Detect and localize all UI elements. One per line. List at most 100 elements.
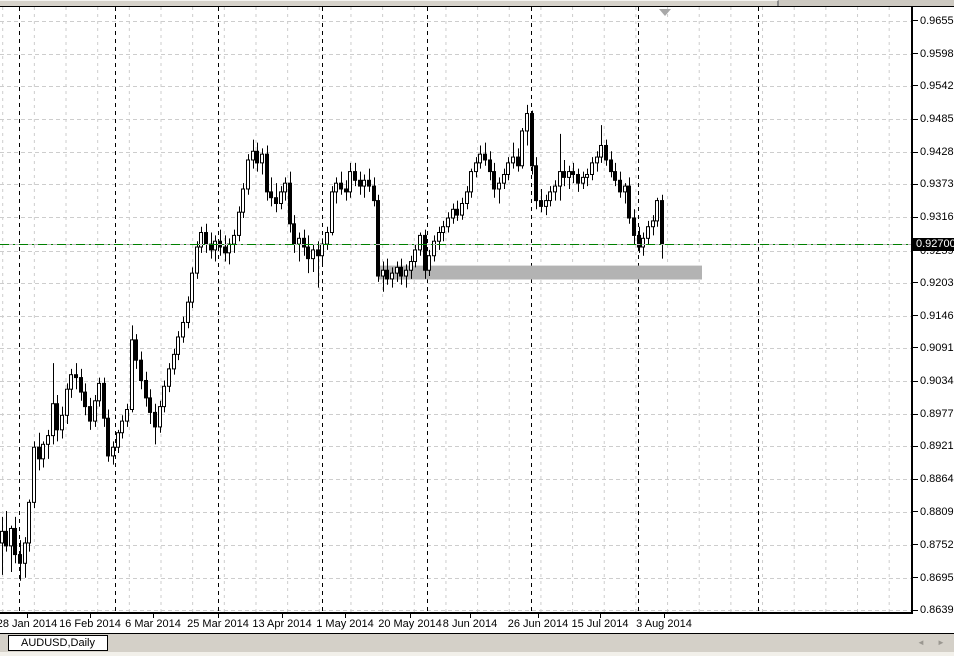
- candle-body: [79, 377, 83, 393]
- price-axis-tick: [913, 151, 918, 153]
- candle-body: [223, 246, 227, 254]
- candle-body: [516, 156, 520, 167]
- candle-body: [404, 269, 408, 277]
- candle-body: [311, 249, 315, 260]
- date-axis-label: 1 May 2014: [316, 618, 374, 630]
- candle-body: [74, 374, 78, 379]
- date-axis-label: 26 Jun 2014: [507, 618, 569, 630]
- price-axis-label: 0.86395: [920, 604, 954, 616]
- candle-body: [51, 403, 55, 437]
- candle-body: [37, 446, 41, 460]
- tab-scroll-right-icon[interactable]: ►: [937, 638, 945, 647]
- candle-body: [334, 182, 338, 193]
- candle-body: [562, 171, 566, 178]
- candle-body: [353, 171, 357, 181]
- candle-body: [623, 185, 627, 193]
- candle-body: [530, 113, 534, 167]
- candle-body: [306, 246, 310, 260]
- candle-body: [269, 191, 273, 199]
- tab-scroll-left-icon[interactable]: ◄: [917, 638, 925, 647]
- price-axis-tick: [913, 118, 918, 120]
- candle-body: [506, 162, 510, 175]
- candle-body: [111, 446, 115, 457]
- date-axis-tick: [600, 614, 601, 618]
- candle-body: [148, 397, 152, 413]
- candle-body: [120, 420, 124, 434]
- candle-body: [227, 243, 231, 254]
- candle-body: [144, 379, 148, 399]
- candle-body: [367, 179, 371, 187]
- price-axis-tick: [913, 85, 918, 87]
- candle-body: [176, 336, 180, 355]
- chart-canvas[interactable]: [0, 7, 913, 613]
- candle-body: [432, 240, 436, 257]
- price-axis-label: 0.89215: [920, 440, 954, 453]
- date-axis[interactable]: 28 Jan 2014 16 Feb 2014 6 Mar 2014 25 Mar 2…: [0, 614, 954, 633]
- candle-body: [488, 159, 492, 173]
- candle-body: [116, 432, 120, 448]
- candle-body: [292, 223, 296, 245]
- price-axis-tick: [913, 511, 918, 513]
- candle-body: [571, 171, 575, 175]
- chart-top-border: [0, 6, 954, 7]
- date-axis-tick: [90, 614, 91, 618]
- candle-body: [302, 237, 306, 248]
- candle-body: [567, 171, 571, 178]
- date-axis-label: 15 Jul 2014: [571, 618, 629, 630]
- date-axis-label: 8 Jun 2014: [442, 618, 498, 630]
- candle-body: [330, 191, 334, 234]
- candle-body: [102, 382, 106, 419]
- candle-body: [381, 269, 385, 277]
- candle-body: [27, 501, 31, 544]
- candle-body: [539, 200, 543, 207]
- candle-body: [88, 406, 92, 422]
- chart-right-border: [911, 7, 913, 614]
- candle-body: [651, 220, 655, 228]
- candle-body: [590, 162, 594, 175]
- candle-body: [469, 171, 473, 193]
- candle-body: [385, 269, 389, 280]
- candle-body: [195, 246, 199, 274]
- candle-body: [251, 150, 255, 161]
- price-axis-tick: [913, 315, 918, 317]
- scrollbar-thumb[interactable]: [0, 0, 779, 6]
- candle-body: [474, 162, 478, 173]
- date-axis-label: 16 Feb 2014: [59, 618, 121, 630]
- candle-body: [320, 243, 324, 257]
- price-axis-label: 0.94855: [920, 113, 954, 126]
- candle-body: [13, 527, 17, 556]
- candle-body: [167, 368, 171, 387]
- candle-body: [395, 266, 399, 274]
- chart-tab-bar: AUDUSD,Daily ◄ ►: [0, 634, 954, 652]
- candle-body: [204, 232, 208, 245]
- chart-shift-marker-icon: [659, 9, 671, 16]
- candle-body: [41, 443, 45, 460]
- candle-body: [372, 185, 376, 202]
- candle-body: [348, 171, 352, 193]
- candle-body: [237, 211, 241, 236]
- price-axis-label: 0.94285: [920, 146, 954, 159]
- candle-body: [297, 237, 301, 245]
- candle-body: [246, 159, 250, 190]
- candle-body: [65, 388, 69, 416]
- date-axis-tick: [218, 614, 219, 618]
- status-strip: [0, 652, 954, 656]
- tab-audusd-daily[interactable]: AUDUSD,Daily: [8, 635, 108, 651]
- date-axis-tick: [470, 614, 471, 618]
- price-axis-label: 0.95425: [920, 79, 954, 92]
- candle-body: [544, 200, 548, 207]
- candle-body: [553, 185, 557, 193]
- candle-body: [413, 249, 417, 263]
- candle-body: [511, 156, 515, 164]
- horizontal-scrollbar[interactable]: [0, 0, 954, 6]
- candle-body: [265, 153, 269, 193]
- date-axis-label: 3 Aug 2014: [636, 618, 692, 630]
- candle-body: [655, 200, 659, 222]
- price-axis-tick: [913, 577, 918, 579]
